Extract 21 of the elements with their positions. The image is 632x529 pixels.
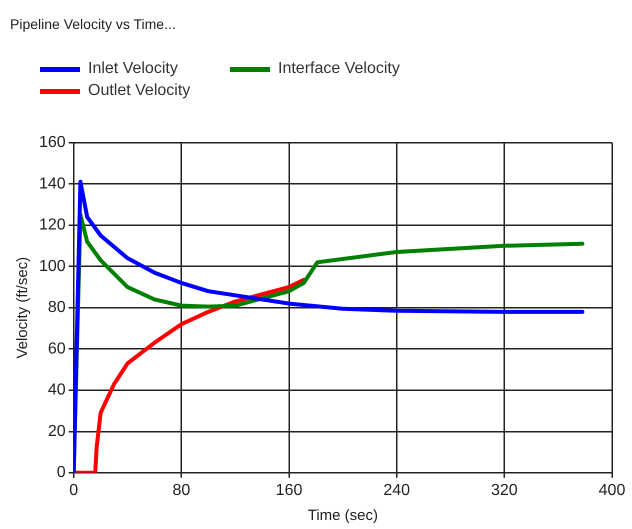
y-tick-label: 80 — [48, 299, 66, 316]
y-tick-label: 120 — [38, 216, 66, 234]
x-tick-label: 0 — [69, 482, 78, 499]
legend-label: Outlet Velocity — [88, 82, 190, 100]
x-tick-label: 240 — [383, 482, 410, 499]
x-axis-title: Time (sec) — [308, 507, 378, 524]
y-tick-label: 0 — [56, 464, 66, 482]
chart-title: Pipeline Velocity vs Time... — [10, 16, 176, 32]
y-tick-label: 20 — [48, 422, 66, 440]
legend-label: Inlet Velocity — [88, 60, 178, 78]
y-tick-label: 100 — [38, 258, 66, 275]
x-tick-label: 400 — [598, 482, 626, 499]
x-tick-label: 320 — [490, 482, 518, 499]
legend-label: Interface Velocity — [278, 60, 400, 78]
y-tick-label: 40 — [48, 382, 66, 399]
y-axis-title: Velocity (ft/sec) — [14, 256, 32, 359]
x-tick-label: 160 — [276, 482, 302, 499]
x-tick-label: 80 — [172, 482, 190, 499]
y-tick-label: 140 — [38, 175, 66, 192]
y-tick-label: 60 — [48, 340, 66, 358]
y-tick-label: 160 — [38, 134, 66, 152]
